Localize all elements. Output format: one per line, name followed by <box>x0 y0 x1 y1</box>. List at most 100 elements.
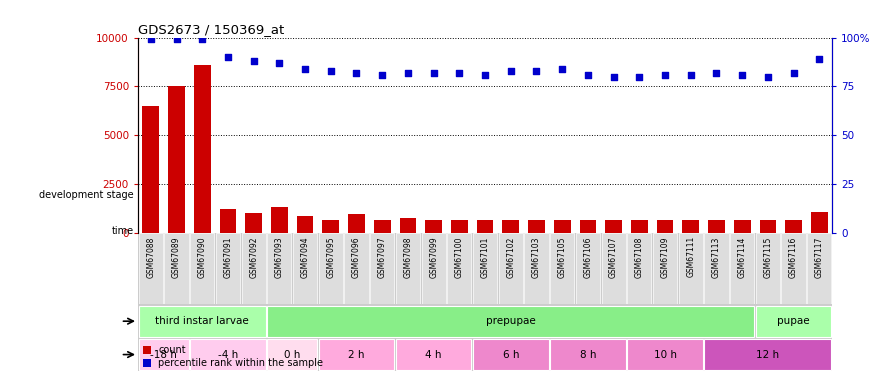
Point <box>298 66 312 72</box>
Point <box>247 58 261 64</box>
Text: prepupae: prepupae <box>486 316 536 326</box>
Point <box>169 36 183 42</box>
Point <box>555 66 570 72</box>
Point <box>581 72 595 78</box>
Text: GSM67091: GSM67091 <box>223 236 232 278</box>
Bar <box>142 106 159 232</box>
Bar <box>653 233 677 304</box>
Bar <box>631 220 648 232</box>
Bar <box>267 233 291 304</box>
Point <box>400 70 415 76</box>
Text: GSM67117: GSM67117 <box>814 236 824 278</box>
Text: 0 h: 0 h <box>284 350 301 360</box>
Bar <box>781 233 805 304</box>
Bar <box>396 339 472 370</box>
Bar <box>267 339 317 370</box>
Bar <box>322 220 339 232</box>
Bar <box>400 218 417 232</box>
Bar <box>528 220 545 232</box>
Text: GSM67095: GSM67095 <box>327 236 336 278</box>
Bar <box>319 233 343 304</box>
Text: GSM67116: GSM67116 <box>789 236 798 278</box>
Text: 6 h: 6 h <box>503 350 519 360</box>
Bar <box>396 233 420 304</box>
Bar <box>627 233 651 304</box>
Bar <box>246 213 262 232</box>
Text: GSM67103: GSM67103 <box>532 236 541 278</box>
Text: GSM67093: GSM67093 <box>275 236 284 278</box>
Point <box>143 36 158 42</box>
Point <box>504 68 518 74</box>
Bar <box>524 233 548 304</box>
Bar <box>451 220 468 232</box>
Legend: count, percentile rank within the sample: count, percentile rank within the sample <box>142 345 323 368</box>
Point <box>709 70 724 76</box>
Text: third instar larvae: third instar larvae <box>156 316 249 326</box>
Text: GSM67088: GSM67088 <box>146 236 156 278</box>
Point <box>478 72 492 78</box>
Bar <box>344 233 368 304</box>
Bar <box>679 233 703 304</box>
Text: GDS2673 / 150369_at: GDS2673 / 150369_at <box>138 23 284 36</box>
Bar <box>708 220 724 232</box>
Text: GSM67107: GSM67107 <box>609 236 619 278</box>
Text: GSM67115: GSM67115 <box>764 236 773 278</box>
Bar <box>657 220 674 232</box>
Bar <box>168 86 185 232</box>
Bar <box>477 220 493 232</box>
Bar <box>704 233 729 304</box>
Text: GSM67092: GSM67092 <box>249 236 258 278</box>
Point <box>735 72 749 78</box>
Bar <box>422 233 446 304</box>
Bar <box>139 306 266 336</box>
Text: 2 h: 2 h <box>348 350 365 360</box>
Bar <box>194 65 211 232</box>
Text: GSM67102: GSM67102 <box>506 236 515 278</box>
Point <box>658 72 672 78</box>
Bar <box>785 220 802 232</box>
Text: 10 h: 10 h <box>653 350 676 360</box>
Bar <box>579 220 596 232</box>
Text: 8 h: 8 h <box>579 350 596 360</box>
Bar <box>293 233 317 304</box>
Bar <box>627 339 703 370</box>
Text: pupae: pupae <box>777 316 810 326</box>
Bar <box>756 306 831 336</box>
Point <box>813 56 827 62</box>
Bar <box>216 233 240 304</box>
Point <box>787 70 801 76</box>
Text: GSM67096: GSM67096 <box>352 236 361 278</box>
Bar <box>704 339 831 370</box>
Bar <box>267 306 754 336</box>
Bar <box>602 233 626 304</box>
Bar <box>473 339 548 370</box>
Bar <box>319 339 394 370</box>
Bar <box>605 220 622 232</box>
Bar <box>473 233 498 304</box>
Point <box>272 60 287 66</box>
Bar <box>734 220 750 232</box>
Text: -4 h: -4 h <box>218 350 238 360</box>
Text: GSM67114: GSM67114 <box>738 236 747 278</box>
Bar <box>811 212 828 232</box>
Point <box>452 70 466 76</box>
Bar <box>756 233 780 304</box>
Bar <box>554 220 570 232</box>
Point <box>350 70 364 76</box>
Bar <box>730 233 754 304</box>
Text: GSM67094: GSM67094 <box>301 236 310 278</box>
Bar <box>348 214 365 232</box>
Text: time: time <box>111 226 134 236</box>
Text: GSM67090: GSM67090 <box>198 236 206 278</box>
Text: GSM67105: GSM67105 <box>558 236 567 278</box>
Text: GSM67113: GSM67113 <box>712 236 721 278</box>
Bar <box>139 233 163 304</box>
Bar <box>271 207 287 232</box>
Bar <box>190 339 266 370</box>
Bar <box>139 339 189 370</box>
Bar <box>759 220 776 232</box>
Bar <box>550 233 574 304</box>
Bar <box>448 233 472 304</box>
Point <box>221 54 235 60</box>
Text: -18 h: -18 h <box>150 350 177 360</box>
